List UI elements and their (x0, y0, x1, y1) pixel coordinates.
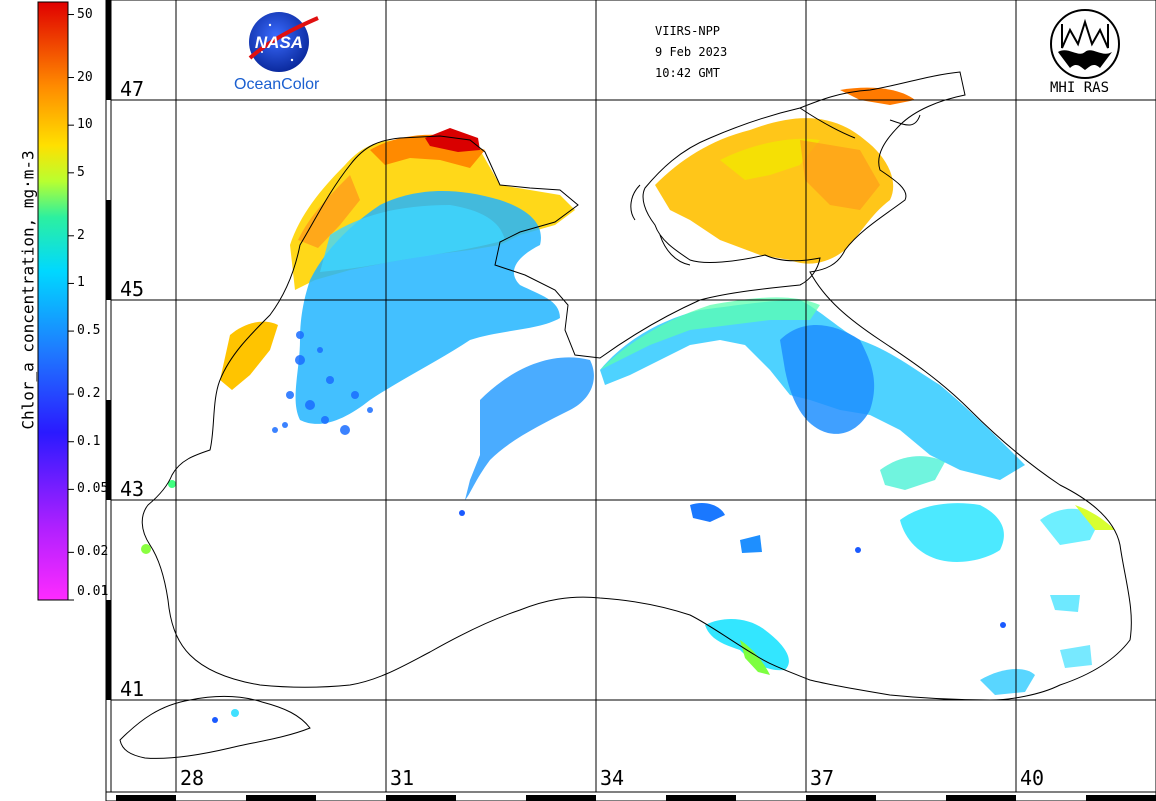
colorbar-tick-label: 0.5 (77, 323, 101, 339)
chlorophyll-patches (141, 87, 1115, 723)
lon-label-31: 31 (390, 766, 415, 790)
colorbar-tick-label: 20 (77, 69, 93, 85)
colorbar-tick-label: 0.05 (77, 481, 109, 497)
lon-label-28: 28 (180, 766, 205, 790)
map-frame (105, 0, 1156, 801)
lat-label-47: 47 (120, 77, 145, 101)
sensor-label: VIIRS-NPP (655, 24, 721, 38)
lat-lon-grid (106, 0, 1156, 792)
lat-label-41: 41 (120, 677, 145, 701)
colorbar-title: Chlor_a concentration, mg·m-3 (18, 150, 38, 430)
mhi-ras-label: MHI RAS (1050, 80, 1110, 96)
date-label: 9 Feb 2023 (655, 45, 728, 59)
colorbar-tick-label: 2 (77, 227, 85, 243)
lon-label-34: 34 (600, 766, 625, 790)
colorbar-gradient (37, 1, 69, 601)
colorbar-tick-label: 50 (77, 6, 93, 22)
colorbar-tick-label: 0.01 (77, 584, 109, 599)
mhi-ras-logo (1050, 9, 1120, 79)
colorbar-tick-marks (68, 14, 74, 601)
lat-label-45: 45 (120, 277, 145, 301)
time-label: 10:42 GMT (655, 66, 721, 80)
colorbar-tick-label: 0.2 (77, 386, 101, 402)
nasa-logo: NASA (248, 12, 319, 72)
oceancolor-label: OceanColor (234, 76, 320, 93)
lon-label-40: 40 (1020, 766, 1045, 790)
colorbar-tick-label: 0.02 (77, 544, 109, 560)
colorbar-tick-label: 5 (77, 164, 85, 180)
coastline (119, 71, 1132, 759)
nasa-wordmark: NASA (255, 33, 303, 52)
lon-label-37: 37 (810, 766, 835, 790)
colorbar-tick-label: 0.1 (77, 433, 101, 449)
lat-label-43: 43 (120, 477, 145, 501)
colorbar-tick-label: 10 (77, 117, 93, 133)
colorbar-tick-label: 1 (77, 275, 85, 291)
